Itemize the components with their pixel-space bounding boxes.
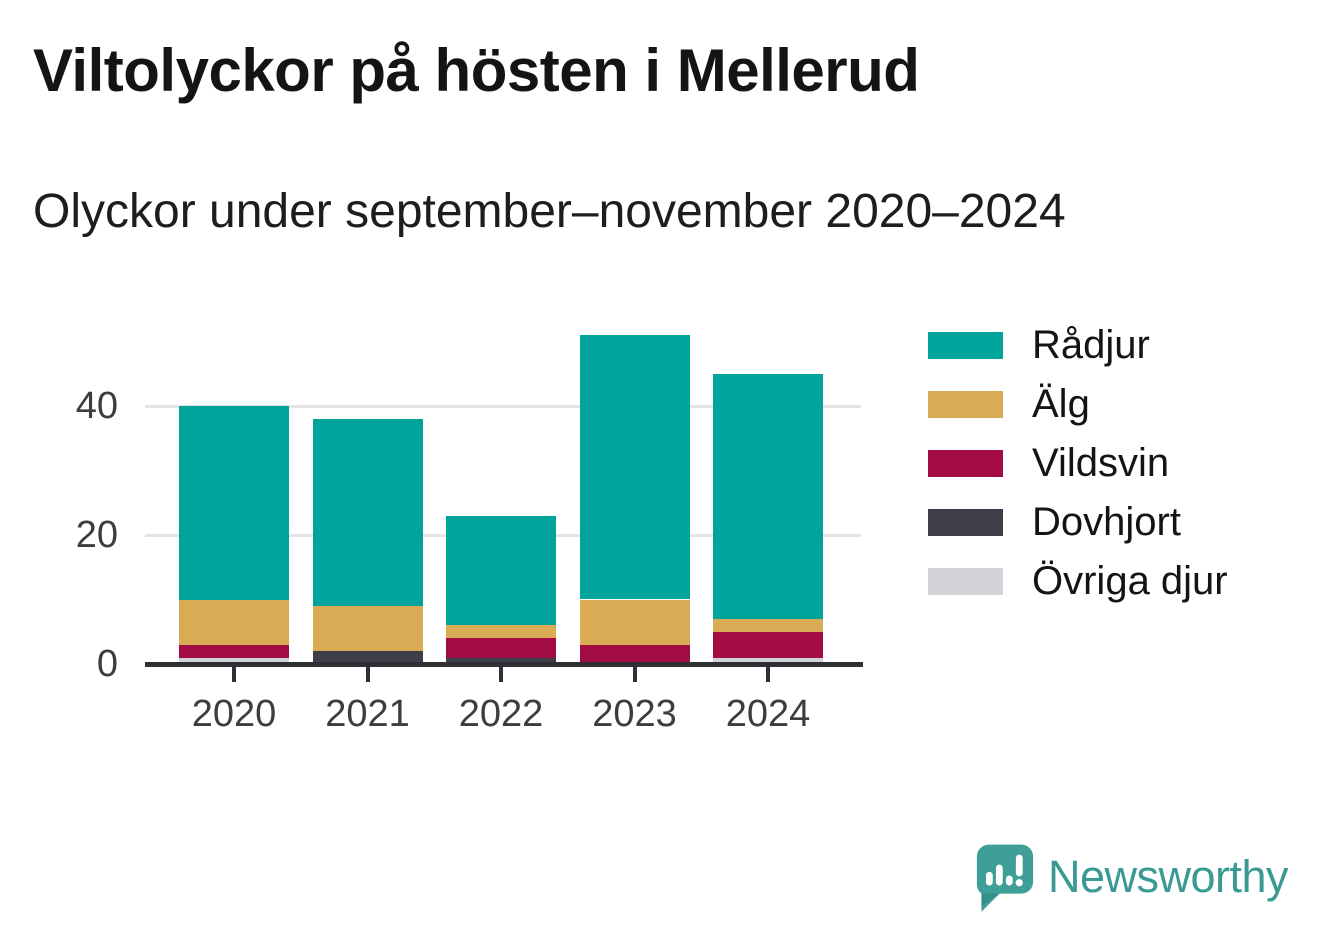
bar-segment-2020-övriga-djur bbox=[179, 657, 289, 664]
legend-swatch bbox=[928, 332, 1003, 359]
x-tick-label-2020: 2020 bbox=[191, 693, 277, 735]
legend-swatch bbox=[928, 450, 1003, 477]
legend-label: Rådjur bbox=[1032, 323, 1150, 367]
x-tick-2020 bbox=[232, 667, 236, 682]
x-tick-2024 bbox=[766, 667, 770, 682]
x-tick-label-2021: 2021 bbox=[325, 693, 410, 735]
legend-item-dovhjort: Dovhjort bbox=[928, 500, 1228, 544]
x-tick-label-2023: 2023 bbox=[592, 693, 677, 735]
legend-item-älg: Älg bbox=[928, 382, 1228, 426]
bar-segment-2022-älg bbox=[446, 625, 556, 639]
x-tick-label-2024: 2024 bbox=[725, 693, 811, 735]
bar-segment-2020-vildsvin bbox=[179, 644, 289, 658]
x-tick-2021 bbox=[365, 667, 370, 682]
legend-item-vildsvin: Vildsvin bbox=[928, 441, 1228, 485]
gridline-y40 bbox=[145, 404, 861, 408]
chart-subtitle: Olyckor under september–november 2020–20… bbox=[33, 185, 1066, 238]
legend-label: Dovhjort bbox=[1032, 500, 1181, 544]
bar-segment-2021-älg bbox=[312, 605, 423, 652]
bar-segment-2022-rådjur bbox=[446, 515, 556, 626]
bar-segment-2021-rådjur bbox=[312, 418, 423, 606]
y-tick-label: 40 bbox=[75, 385, 118, 427]
bar-segment-2023-rådjur bbox=[579, 335, 690, 600]
bar-segment-2024-älg bbox=[713, 618, 823, 632]
bar-segment-2024-övriga-djur bbox=[713, 657, 823, 664]
brand-logo: Newsworthy bbox=[976, 843, 1289, 917]
bar-segment-2023-älg bbox=[579, 599, 690, 645]
bar-segment-2024-vildsvin bbox=[713, 631, 823, 658]
y-tick-label: 20 bbox=[75, 514, 118, 556]
x-tick-2023 bbox=[632, 667, 637, 682]
y-tick-label: 0 bbox=[96, 643, 118, 685]
legend-item-rådjur: Rådjur bbox=[928, 323, 1228, 367]
brand-name: Newsworthy bbox=[1048, 851, 1289, 902]
legend-label: Vildsvin bbox=[1032, 441, 1170, 485]
x-tick-label-2022: 2022 bbox=[458, 693, 544, 735]
legend: Rådjur Älg Vildsvin Dovhjort Övriga djur bbox=[928, 323, 1228, 603]
newsworthy-bubble-icon bbox=[976, 844, 1034, 912]
x-tick-2022 bbox=[499, 667, 503, 682]
bar-segment-2023-vildsvin bbox=[579, 644, 690, 664]
bar-segment-2022-vildsvin bbox=[446, 638, 556, 658]
bar-segment-2024-rådjur bbox=[713, 373, 823, 619]
bar-segment-2022-dovhjort bbox=[446, 657, 556, 664]
bar-segment-2020-rådjur bbox=[179, 406, 289, 600]
legend-swatch bbox=[928, 391, 1003, 418]
legend-label: Älg bbox=[1032, 382, 1090, 426]
bar-segment-2020-älg bbox=[179, 599, 289, 645]
bar-segment-2021-dovhjort bbox=[312, 651, 423, 664]
legend-label: Övriga djur bbox=[1032, 559, 1228, 603]
legend-item-övriga-djur: Övriga djur bbox=[928, 559, 1228, 603]
legend-swatch bbox=[928, 509, 1003, 536]
legend-swatch bbox=[928, 568, 1003, 595]
chart-title: Viltolyckor på hösten i Mellerud bbox=[33, 37, 920, 104]
x-axis-line bbox=[145, 662, 863, 667]
